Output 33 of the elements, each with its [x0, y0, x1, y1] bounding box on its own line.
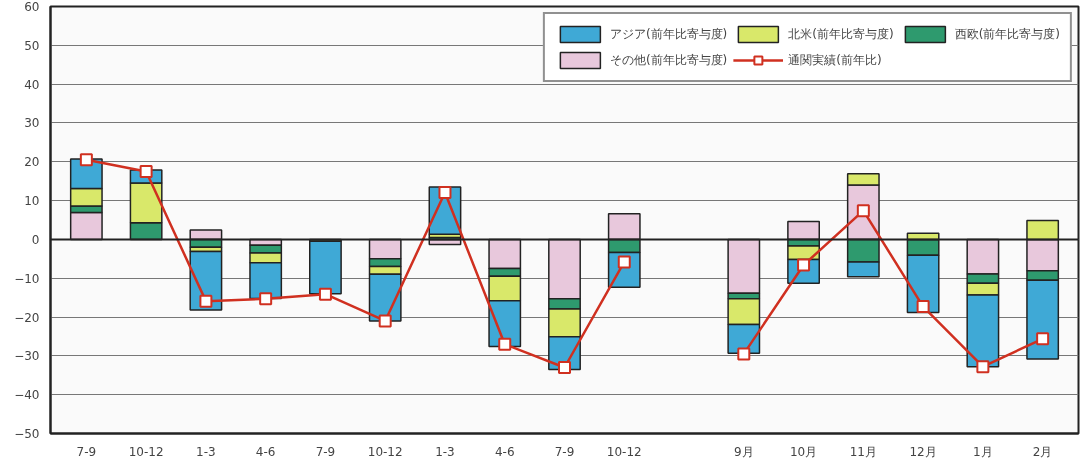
legend-label: 西欧(前年比寄与度)	[954, 25, 1060, 43]
x-tick-label: 12月	[909, 444, 937, 459]
legend-label: アジア(前年比寄与度)	[609, 25, 728, 43]
x-tick-label: 9月	[733, 444, 754, 459]
y-tick-label: 50	[24, 38, 40, 53]
x-tick-label: 2月	[1032, 444, 1053, 459]
legend-label: その他(前年比寄与度)	[609, 51, 728, 69]
y-tick-label: 0	[31, 232, 40, 247]
legend-label: 通関実績(前年比)	[788, 51, 882, 69]
y-tick-label: 10	[24, 194, 40, 209]
x-tick-label: 7-9	[76, 444, 97, 459]
x-tick-label: 10-12	[606, 444, 642, 459]
y-tick-label: 60	[24, 0, 40, 14]
x-tick-label: 1月	[973, 444, 993, 459]
x-tick-label: 1-3	[435, 444, 455, 459]
y-tick-label: −50	[14, 427, 40, 441]
y-tick-label: −30	[14, 349, 40, 364]
x-tick-label: 4-6	[255, 444, 276, 459]
y-tick-label: −10	[14, 271, 40, 286]
x-tick-label: 4-6	[494, 444, 515, 459]
x-tick-label: 7-9	[315, 444, 336, 459]
y-tick-label: 40	[24, 77, 40, 92]
x-tick-label: 1-3	[196, 444, 216, 459]
x-tick-label: 7-9	[554, 444, 575, 459]
x-tick-label: 10-12	[128, 444, 164, 459]
x-tick-label: 11月	[849, 444, 877, 459]
x-tick-label: 10-12	[367, 444, 403, 459]
y-tick-label: −40	[14, 388, 40, 403]
y-tick-label: 20	[24, 155, 40, 170]
x-tick-label: 10月	[789, 444, 818, 459]
legend-label: 北米(前年比寄与度)	[788, 25, 894, 43]
y-tick-label: −20	[14, 310, 40, 325]
y-tick-label: 30	[24, 116, 40, 131]
